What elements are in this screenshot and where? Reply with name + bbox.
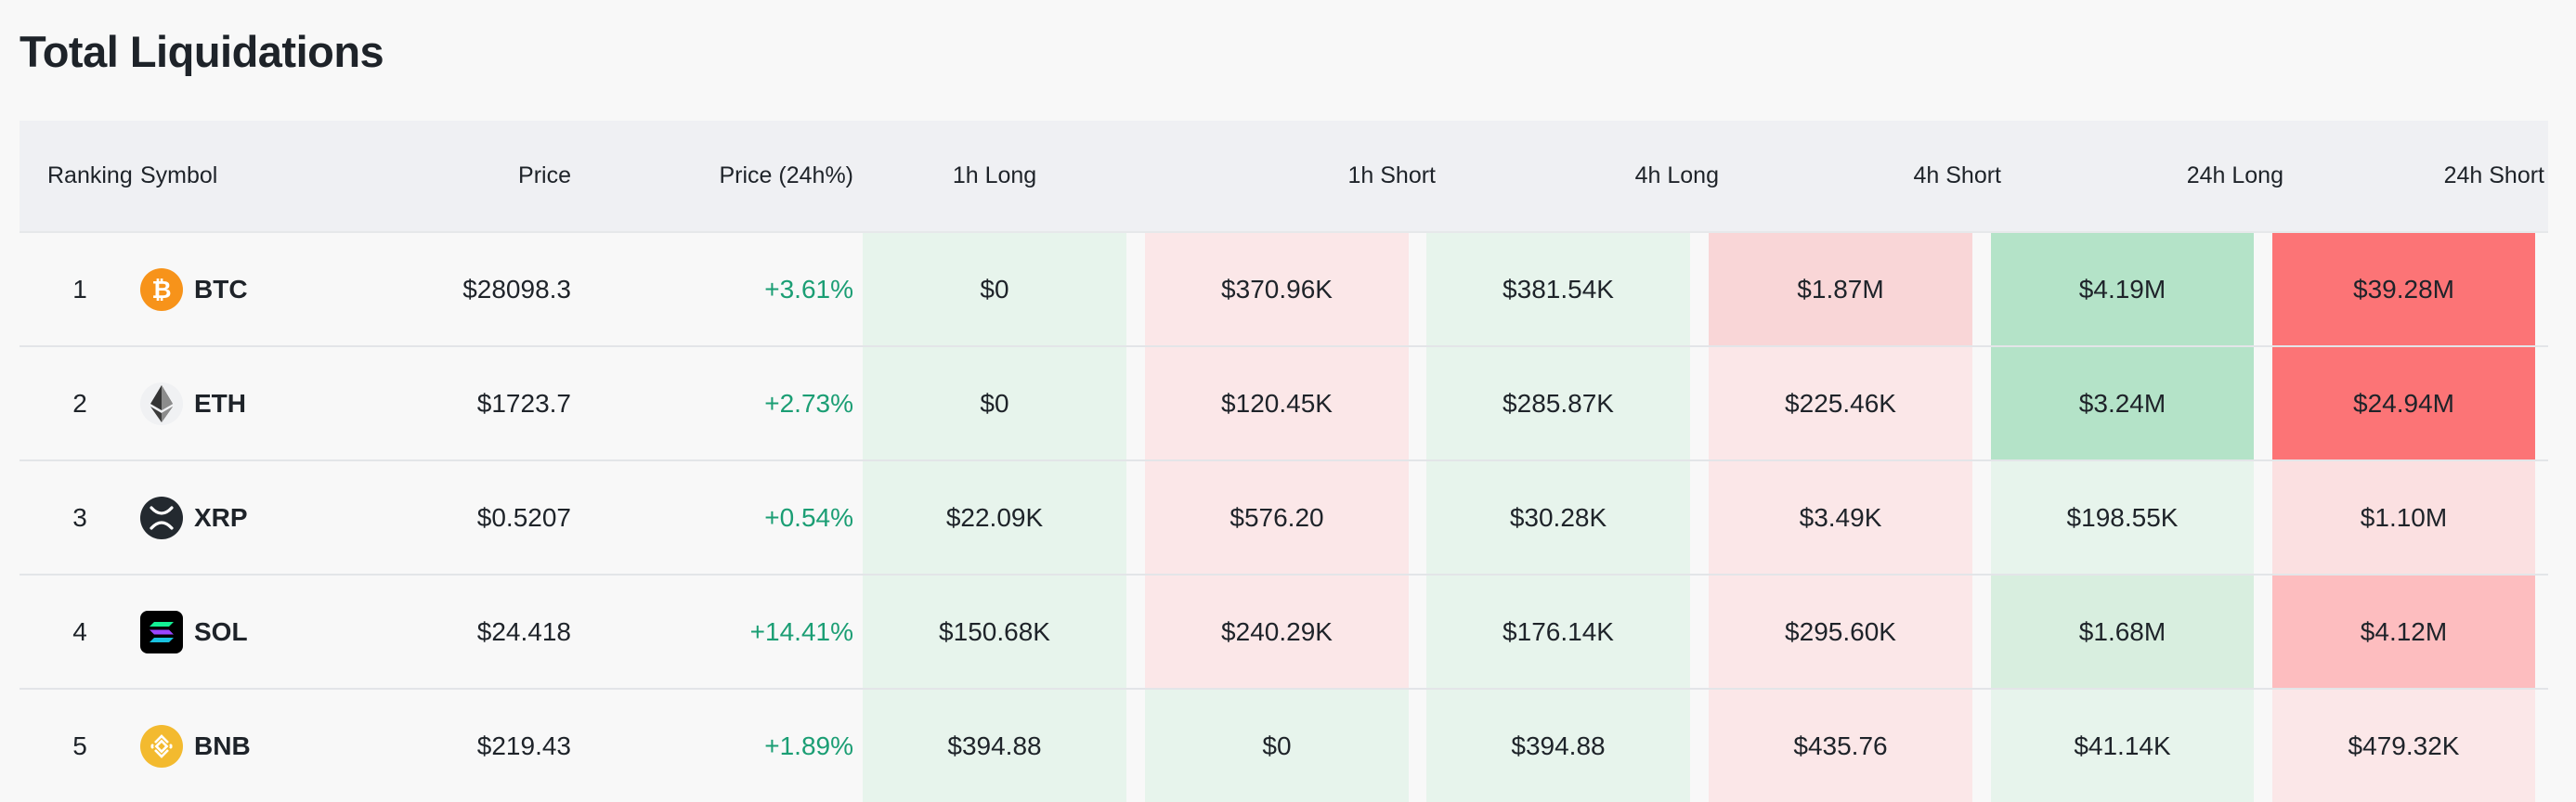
change-cell: +0.54%	[764, 503, 853, 532]
4h-long-cell: $30.28K	[1509, 503, 1607, 532]
col-4h-short[interactable]: 4h Short	[1913, 162, 2001, 188]
symbol-label[interactable]: XRP	[194, 503, 248, 532]
rank-cell: 2	[72, 389, 87, 418]
col-1h-long[interactable]: 1h Long	[952, 162, 1037, 188]
4h-short-cell: $295.60K	[1785, 617, 1896, 646]
col-24h-long[interactable]: 24h Long	[2186, 162, 2283, 188]
price-cell: $1723.7	[476, 389, 571, 418]
4h-long-cell: $381.54K	[1503, 275, 1614, 304]
4h-short-cell: $435.76	[1793, 731, 1888, 760]
24h-short-cell: $24.94M	[2353, 389, 2454, 418]
table-row[interactable]: 1 ₿ BTC $28098.3 +3.61% $0 $370.96K $381…	[20, 233, 2548, 347]
col-ranking[interactable]: Ranking	[47, 162, 133, 188]
change-cell: +3.61%	[764, 275, 853, 304]
table-row[interactable]: 3 XRP $0.5207 +0.54% $22.09K $576.20 $30…	[20, 461, 2548, 576]
table-header: Ranking Symbol Price Price (24h%) 1h Lon…	[20, 121, 2548, 233]
1h-short-cell: $120.45K	[1221, 389, 1333, 418]
liquidations-table: Ranking Symbol Price Price (24h%) 1h Lon…	[20, 121, 2548, 802]
1h-long-cell: $0	[980, 389, 1009, 418]
bnb-icon	[140, 725, 183, 768]
table-row[interactable]: 4 SOL $24.418 +14.41% $150.68K $240.29K …	[20, 576, 2548, 690]
table-row[interactable]: 5 BNB $219.43 +1.89% $394.88 $0 $394.88 …	[20, 690, 2548, 802]
1h-short-cell: $370.96K	[1221, 275, 1333, 304]
24h-long-cell: $4.19M	[2078, 275, 2166, 304]
symbol-label[interactable]: SOL	[194, 617, 248, 646]
bitcoin-icon: ₿	[140, 268, 183, 311]
24h-long-cell: $1.68M	[2078, 617, 2166, 646]
1h-short-cell: $0	[1262, 731, 1292, 760]
change-cell: +1.89%	[764, 731, 853, 760]
1h-short-cell: $576.20	[1229, 503, 1324, 532]
1h-long-cell: $0	[980, 275, 1009, 304]
24h-long-cell: $3.24M	[2078, 389, 2166, 418]
1h-long-cell: $22.09K	[945, 503, 1044, 532]
4h-long-cell: $176.14K	[1503, 617, 1614, 646]
symbol-label[interactable]: BNB	[194, 731, 251, 760]
price-cell: $28098.3	[462, 275, 571, 304]
24h-long-cell: $198.55K	[2066, 503, 2179, 532]
24h-short-cell: $1.10M	[2360, 503, 2448, 532]
col-1h-short[interactable]: 1h Short	[1347, 162, 1436, 188]
4h-short-cell: $3.49K	[1799, 503, 1882, 532]
rank-cell: 4	[72, 617, 87, 646]
col-change[interactable]: Price (24h%)	[719, 162, 854, 188]
4h-short-cell: $225.46K	[1785, 389, 1896, 418]
rank-cell: 1	[72, 275, 87, 304]
4h-long-cell: $285.87K	[1503, 389, 1614, 418]
1h-short-cell: $240.29K	[1221, 617, 1333, 646]
col-symbol[interactable]: Symbol	[140, 162, 218, 188]
col-24h-short[interactable]: 24h Short	[2443, 162, 2544, 188]
24h-short-cell: $39.28M	[2353, 275, 2454, 304]
col-4h-long[interactable]: 4h Long	[1634, 162, 1719, 188]
1h-long-cell: $394.88	[947, 731, 1042, 760]
24h-long-cell: $41.14K	[2074, 731, 2171, 760]
symbol-label[interactable]: ETH	[194, 389, 246, 418]
table-row[interactable]: 2 ETH $1723.7 +2.73% $0 $120.45K $285.87…	[20, 347, 2548, 461]
change-cell: +14.41%	[749, 617, 853, 646]
1h-long-cell: $150.68K	[939, 617, 1050, 646]
price-cell: $219.43	[476, 731, 571, 760]
symbol-label[interactable]: BTC	[194, 275, 248, 304]
solana-icon	[140, 611, 183, 653]
rank-cell: 3	[72, 503, 87, 532]
4h-short-cell: $1.87M	[1797, 275, 1884, 304]
page-title: Total Liquidations	[20, 27, 384, 76]
xrp-icon	[140, 497, 183, 539]
price-cell: $0.5207	[476, 503, 571, 532]
price-cell: $24.418	[476, 617, 571, 646]
change-cell: +2.73%	[764, 389, 853, 418]
svg-text:₿: ₿	[151, 277, 171, 304]
ethereum-icon	[140, 382, 183, 425]
24h-short-cell: $4.12M	[2360, 617, 2448, 646]
4h-long-cell: $394.88	[1511, 731, 1606, 760]
rank-cell: 5	[72, 731, 87, 760]
24h-short-cell: $479.32K	[2348, 731, 2460, 760]
col-price[interactable]: Price	[518, 162, 571, 188]
